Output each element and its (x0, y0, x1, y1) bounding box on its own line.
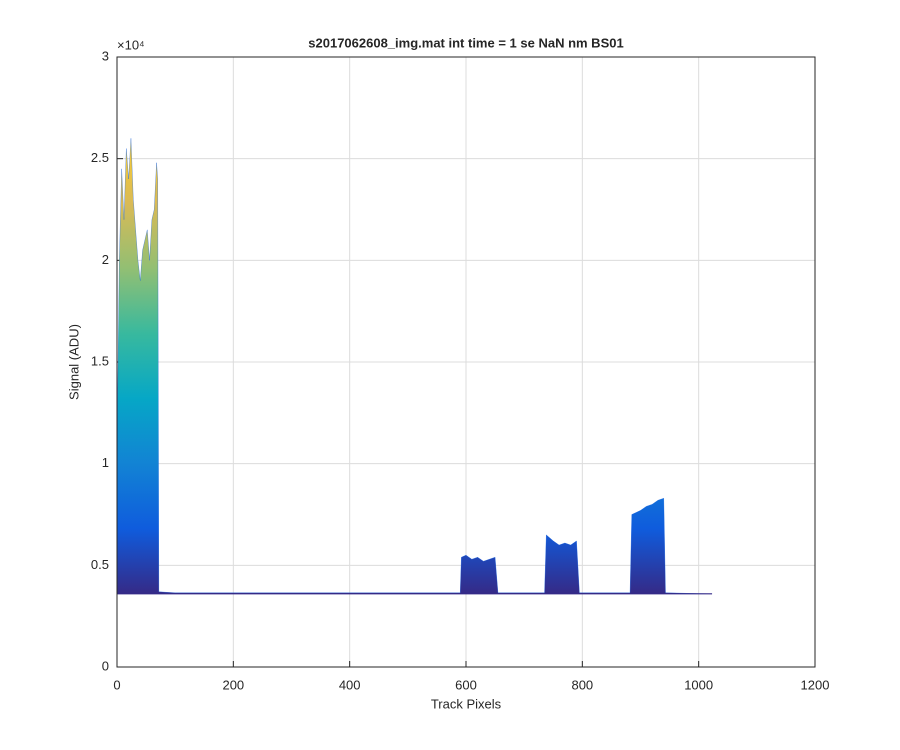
chart-title: s2017062608_img.mat int time = 1 se NaN … (308, 35, 623, 50)
axes-box (116, 56, 816, 668)
y-tick-label: 1 (102, 455, 109, 470)
x-tick-label: 1200 (801, 677, 830, 692)
y-tick-label: 2.5 (91, 150, 109, 165)
x-tick-label: 0 (113, 677, 120, 692)
y-multiplier: ×10⁴ (117, 37, 145, 52)
signal-area (116, 138, 713, 595)
y-axis-label: Signal (ADU) (66, 324, 81, 400)
x-tick-label: 600 (455, 677, 477, 692)
x-tick-label: 1000 (684, 677, 713, 692)
y-tick-label: 0 (102, 658, 109, 673)
x-axis-label: Track Pixels (431, 696, 502, 711)
y-tick-label: 1.5 (91, 353, 109, 368)
y-tick-label: 0.5 (91, 557, 109, 572)
x-tick-label: 400 (339, 677, 361, 692)
y-tick-label: 3 (102, 48, 109, 63)
x-tick-label: 800 (571, 677, 593, 692)
x-tick-label: 200 (222, 677, 244, 692)
y-tick-label: 2 (102, 252, 109, 267)
